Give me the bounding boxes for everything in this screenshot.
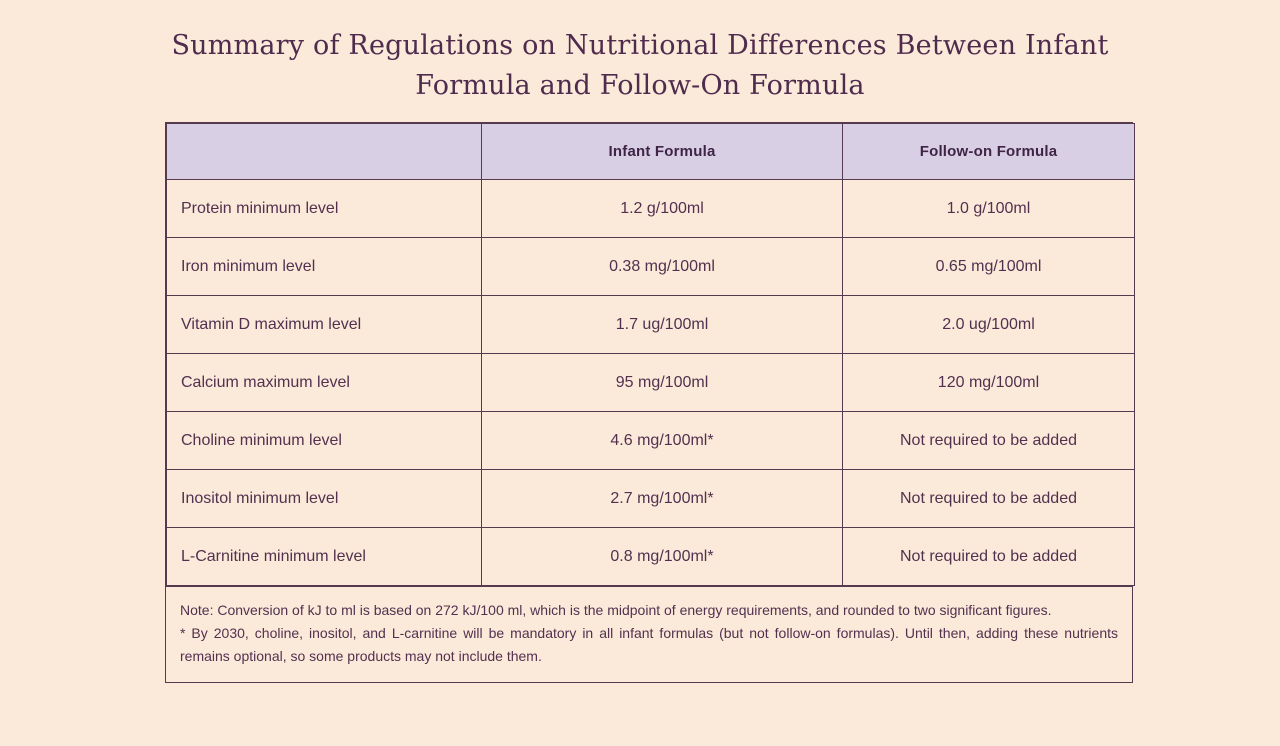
- infant-formula-value: 0.38 mg/100ml: [481, 237, 843, 296]
- row-label: Vitamin D maximum level: [166, 295, 482, 354]
- infant-formula-value: 1.2 g/100ml: [481, 179, 843, 238]
- infant-formula-value: 2.7 mg/100ml*: [481, 469, 843, 528]
- follow-on-formula-value: 120 mg/100ml: [842, 353, 1135, 412]
- infant-formula-value: 0.8 mg/100ml*: [481, 527, 843, 586]
- note-conversion: Note: Conversion of kJ to ml is based on…: [180, 602, 1052, 618]
- follow-on-formula-value: 0.65 mg/100ml: [842, 237, 1135, 296]
- table-row: Choline minimum level 4.6 mg/100ml* Not …: [166, 411, 1135, 470]
- regulations-table-container: Infant Formula Follow-on Formula Protein…: [165, 122, 1135, 683]
- row-label: Protein minimum level: [166, 179, 482, 238]
- row-label: L-Carnitine minimum level: [166, 527, 482, 586]
- table-row: Calcium maximum level 95 mg/100ml 120 mg…: [166, 353, 1135, 412]
- table-row: Protein minimum level 1.2 g/100ml 1.0 g/…: [166, 179, 1135, 238]
- row-label: Iron minimum level: [166, 237, 482, 296]
- table-row: Iron minimum level 0.38 mg/100ml 0.65 mg…: [166, 237, 1135, 296]
- table-row: Vitamin D maximum level 1.7 ug/100ml 2.0…: [166, 295, 1135, 354]
- infant-formula-value: 4.6 mg/100ml*: [481, 411, 843, 470]
- header-infant-formula: Infant Formula: [481, 123, 843, 180]
- infant-formula-value: 95 mg/100ml: [481, 353, 843, 412]
- header-follow-on-formula: Follow-on Formula: [842, 123, 1135, 180]
- table-row: L-Carnitine minimum level 0.8 mg/100ml* …: [166, 527, 1135, 586]
- table-row: Inositol minimum level 2.7 mg/100ml* Not…: [166, 469, 1135, 528]
- regulations-table: Infant Formula Follow-on Formula Protein…: [166, 123, 1135, 586]
- follow-on-formula-value: Not required to be added: [842, 527, 1135, 586]
- follow-on-formula-value: Not required to be added: [842, 469, 1135, 528]
- follow-on-formula-value: Not required to be added: [842, 411, 1135, 470]
- footnote-box: Note: Conversion of kJ to ml is based on…: [166, 586, 1132, 682]
- infant-formula-value: 1.7 ug/100ml: [481, 295, 843, 354]
- follow-on-formula-value: 1.0 g/100ml: [842, 179, 1135, 238]
- table-header-row: Infant Formula Follow-on Formula: [166, 123, 1135, 180]
- row-label: Inositol minimum level: [166, 469, 482, 528]
- row-label: Calcium maximum level: [166, 353, 482, 412]
- note-asterisk: * By 2030, choline, inositol, and L-carn…: [180, 625, 1118, 664]
- header-empty-cell: [166, 123, 482, 180]
- row-label: Choline minimum level: [166, 411, 482, 470]
- follow-on-formula-value: 2.0 ug/100ml: [842, 295, 1135, 354]
- page-title: Summary of Regulations on Nutritional Di…: [171, 30, 1109, 101]
